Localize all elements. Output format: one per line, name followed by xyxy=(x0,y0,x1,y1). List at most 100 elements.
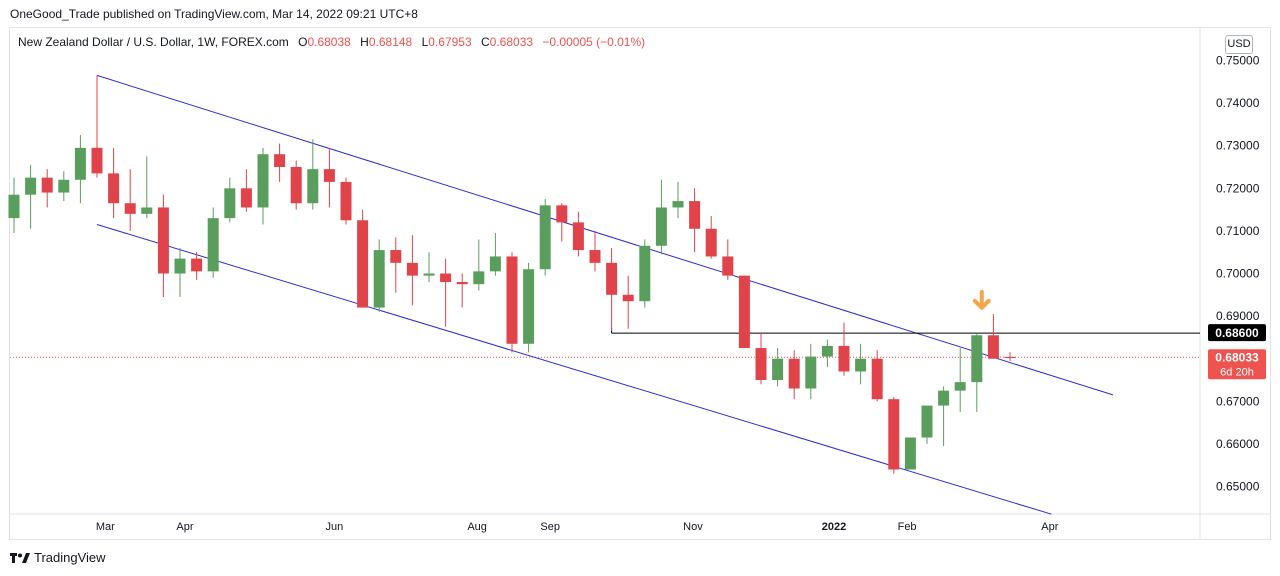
y-tick-label: 0.71000 xyxy=(1216,224,1260,238)
candle-body xyxy=(8,194,20,219)
candle-body xyxy=(440,273,452,283)
chart-legend: New Zealand Dollar / U.S. Dollar, 1W, FO… xyxy=(18,35,645,49)
candle-body xyxy=(888,399,900,470)
change-value: −0.00005 (−0.01%) xyxy=(542,35,646,49)
open-label: O xyxy=(298,35,308,49)
candle-body xyxy=(257,154,269,208)
candle-body xyxy=(141,207,153,214)
candle-body xyxy=(373,250,385,308)
x-tick-label: Aug xyxy=(467,521,487,533)
candle-body xyxy=(689,201,701,229)
x-tick-label: Apr xyxy=(176,521,193,533)
x-tick-label: Nov xyxy=(683,521,703,533)
channel-upper-line xyxy=(96,74,1114,396)
current-price-tag xyxy=(1208,349,1266,380)
x-tick-label: Mar xyxy=(96,521,115,533)
level-price-tag xyxy=(1208,324,1266,342)
level-price-label: 0.68600 xyxy=(1215,326,1259,340)
currency-button[interactable]: USD xyxy=(1225,35,1253,54)
y-tick-label: 0.72000 xyxy=(1216,181,1260,195)
candle-body xyxy=(838,345,850,372)
candle-body xyxy=(987,335,999,359)
candle-body xyxy=(290,167,302,204)
candle-body xyxy=(871,358,883,400)
brand-name: TradingView xyxy=(34,550,106,565)
candle-body xyxy=(456,282,468,285)
candle-body xyxy=(639,245,651,302)
candle-body xyxy=(722,256,734,276)
candles-group xyxy=(8,75,1016,474)
candle-body xyxy=(124,203,136,214)
candle-body xyxy=(240,188,252,208)
candle-body xyxy=(423,273,435,276)
candle-body xyxy=(224,188,236,219)
tradingview-logo-icon xyxy=(10,552,30,563)
high-label: H xyxy=(360,35,369,49)
x-tick-label: Sep xyxy=(540,521,560,533)
channel-lower-line xyxy=(96,224,1052,515)
high-value: 0.68148 xyxy=(368,35,413,49)
candle-body xyxy=(174,258,186,274)
candle-body xyxy=(855,358,867,372)
candle-body xyxy=(323,169,335,182)
candle-body xyxy=(738,275,750,349)
candle-body xyxy=(539,205,551,270)
candle-body xyxy=(406,262,418,276)
candle-body xyxy=(307,169,319,204)
candle-body xyxy=(506,256,518,344)
symbol-description: New Zealand Dollar / U.S. Dollar, 1W, FO… xyxy=(18,35,289,49)
candle-body xyxy=(805,356,817,389)
close-value: 0.68033 xyxy=(489,35,534,49)
low-label: L xyxy=(421,35,429,49)
x-tick-label: Jun xyxy=(326,521,344,533)
candle-body xyxy=(672,201,684,208)
candle-body xyxy=(821,345,833,357)
y-tick-label: 0.66000 xyxy=(1216,437,1260,451)
candle-body xyxy=(971,335,983,383)
candle-body xyxy=(41,177,53,193)
chart-frame xyxy=(9,27,1271,540)
candle-body xyxy=(74,147,86,180)
candle-body xyxy=(25,177,37,195)
candle-body xyxy=(473,271,485,285)
candle-body xyxy=(772,358,784,380)
candle-body xyxy=(357,220,369,308)
candle-body xyxy=(274,154,286,167)
close-label: C xyxy=(481,35,490,49)
x-tick-label: Feb xyxy=(898,521,917,533)
publisher-line: OneGood_Trade published on TradingView.c… xyxy=(10,7,418,21)
candle-body xyxy=(91,147,103,174)
candle-body xyxy=(1004,356,1016,358)
y-tick-label: 0.67000 xyxy=(1216,394,1260,408)
candle-body xyxy=(58,179,70,193)
candle-body xyxy=(108,173,120,204)
x-tick-label: 2022 xyxy=(822,521,846,533)
y-tick-label: 0.69000 xyxy=(1216,309,1260,323)
y-tick-label: 0.73000 xyxy=(1216,139,1260,153)
y-tick-label: 0.70000 xyxy=(1216,267,1260,281)
candle-body xyxy=(489,256,501,272)
candle-body xyxy=(938,390,950,406)
candle-body xyxy=(589,250,601,263)
x-tick-label: Apr xyxy=(1041,521,1058,533)
y-tick-label: 0.74000 xyxy=(1216,96,1260,110)
candle-body xyxy=(207,218,219,272)
candle-body xyxy=(606,262,618,295)
candle-body xyxy=(572,222,584,251)
candle-body xyxy=(191,258,203,272)
candle-body xyxy=(340,181,352,221)
candle-body xyxy=(390,250,402,263)
candle-body xyxy=(904,437,916,470)
candle-body xyxy=(755,348,767,380)
candle-body xyxy=(788,358,800,389)
low-value: 0.67953 xyxy=(428,35,472,49)
candle-body xyxy=(157,207,169,274)
y-tick-label: 0.75000 xyxy=(1216,54,1260,68)
candle-body xyxy=(556,205,568,223)
y-tick-label: 0.65000 xyxy=(1216,480,1260,494)
candle-body xyxy=(523,269,535,344)
candle-body xyxy=(921,405,933,438)
footer-brand: TradingView xyxy=(10,550,106,565)
candle-body xyxy=(954,382,966,391)
